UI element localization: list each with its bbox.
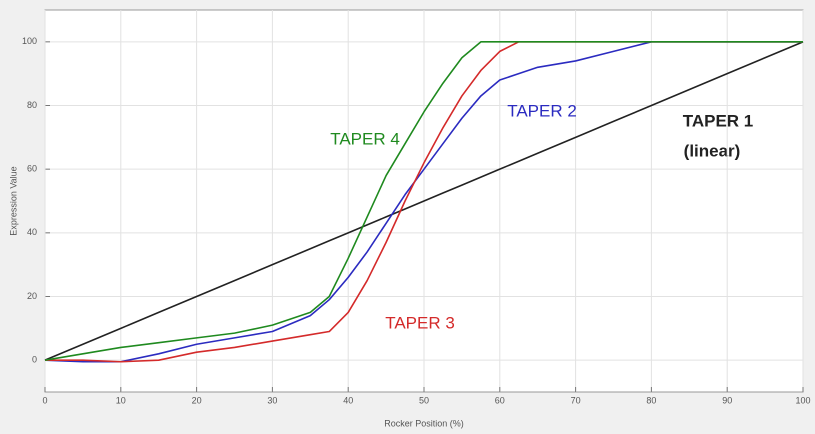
x-tick-label: 60 [495, 395, 505, 405]
y-axis-title: Expression Value [8, 166, 18, 235]
series-label: TAPER 4 [330, 129, 400, 148]
y-tick-label: 100 [22, 36, 37, 46]
y-tick-label: 60 [27, 164, 37, 174]
x-tick-label: 80 [646, 395, 656, 405]
y-tick-label: 0 [32, 355, 37, 365]
x-axis-title: Rocker Position (%) [384, 418, 464, 428]
y-tick-label: 40 [27, 227, 37, 237]
x-tick-label: 30 [267, 395, 277, 405]
series-label: TAPER 3 [385, 313, 455, 332]
x-tick-label: 40 [343, 395, 353, 405]
x-tick-label: 0 [42, 395, 47, 405]
series-label: TAPER 1 [683, 111, 754, 130]
y-tick-label: 20 [27, 291, 37, 301]
series-line [44, 41, 804, 361]
series-line [44, 41, 803, 361]
y-tick-label: 80 [27, 100, 37, 110]
x-tick-label: 20 [192, 395, 202, 405]
x-tick-label: 100 [795, 395, 810, 405]
x-tick-label: 50 [419, 395, 429, 405]
annotation: (linear) [684, 141, 741, 160]
x-tick-label: 70 [571, 395, 581, 405]
series-label: TAPER 2 [507, 101, 577, 120]
x-tick-label: 90 [722, 395, 732, 405]
series-line [44, 41, 803, 363]
x-tick-label: 10 [116, 395, 126, 405]
